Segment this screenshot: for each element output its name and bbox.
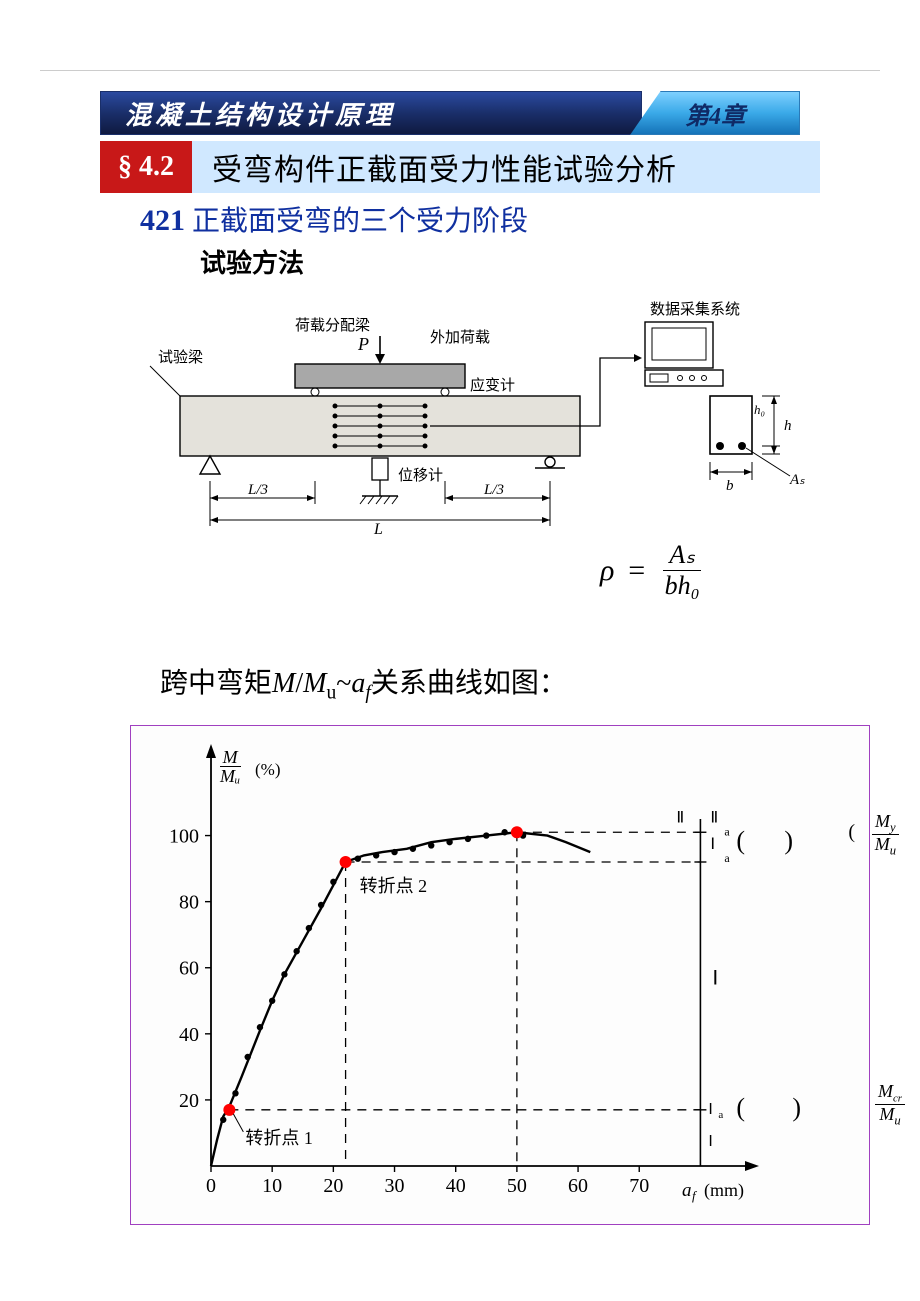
svg-text:20: 20 [323,1175,343,1197]
svg-text:(mm): (mm) [704,1180,744,1201]
svg-text:(: ( [736,1092,745,1121]
diagram1-title: 试验方法 [200,243,880,280]
svg-text:P: P [357,334,369,354]
svg-text:h₀: h₀ [754,402,765,417]
formula-lhs: ρ [600,554,614,588]
svg-text:转折点 2: 转折点 2 [360,876,428,896]
banner-right: 第4章 [630,91,800,135]
svg-text:100: 100 [169,825,199,847]
svg-text:荷载分配梁: 荷载分配梁 [295,317,370,334]
svg-text:0: 0 [206,1175,216,1197]
svg-text:Ⅱ: Ⅱ [676,809,684,826]
svg-text:20: 20 [179,1090,199,1112]
svg-text:a: a [724,851,730,865]
svg-text:70: 70 [629,1175,649,1197]
svg-text:60: 60 [568,1175,588,1197]
test-setup-diagram: 试验方法 [140,243,880,536]
subsection-heading: 421 正截面受弯的三个受力阶段 [140,199,880,239]
beam-test-svg: 荷载分配梁 外加荷载 P 试验梁 应变计 位移计 数据采集系统 L/3 L/3 … [140,286,850,536]
chart-caption: 跨中弯矩M/Mu~af关系曲线如图： [160,661,880,705]
svg-text:数据采集系统: 数据采集系统 [650,301,740,318]
chapter-banner: 混凝土结构设计原理 第4章 [100,91,800,135]
svg-text:a: a [718,1108,723,1120]
svg-text:30: 30 [385,1175,405,1197]
svg-text:a: a [682,1180,692,1201]
moment-deflection-chart: 01020304050607020406080100af(mm)转折点 1转折点… [130,725,870,1225]
section-bar: § 4.2 受弯构件正截面受力性能试验分析 [100,141,820,193]
formula-den: bh₀ [659,571,706,601]
svg-text:L/3: L/3 [483,482,504,498]
svg-text:应变计: 应变计 [470,376,515,394]
svg-text:50: 50 [507,1175,527,1197]
svg-text:a: a [724,824,730,838]
chart-svg: 01020304050607020406080100af(mm)转折点 1转折点… [131,726,871,1226]
svg-text:外加荷载: 外加荷载 [430,329,490,346]
section-title: 受弯构件正截面受力性能试验分析 [192,141,820,193]
formula-num: Aₛ [663,540,701,571]
svg-text:60: 60 [179,957,199,979]
svg-text:试验梁: 试验梁 [158,349,203,366]
svg-text:f: f [692,1188,698,1203]
svg-text:): ) [784,825,793,854]
svg-text:L/3: L/3 [247,482,268,498]
svg-text:转折点 1: 转折点 1 [245,1127,313,1147]
svg-text:(: ( [736,825,745,854]
svg-text:10: 10 [262,1175,282,1197]
svg-text:L: L [373,521,383,536]
svg-text:Ⅱ: Ⅱ [710,809,718,826]
svg-text:40: 40 [446,1175,466,1197]
subsection-number: 421 [140,204,185,237]
svg-text:Ⅰ: Ⅰ [712,967,718,989]
svg-text:40: 40 [179,1023,199,1045]
svg-text:80: 80 [179,891,199,913]
svg-text:Ⅰ: Ⅰ [708,1101,712,1117]
svg-text:位移计: 位移计 [398,467,443,484]
banner-left: 混凝土结构设计原理 [100,91,642,135]
svg-text:Ⅰ: Ⅰ [708,1134,712,1150]
section-number: § 4.2 [100,141,192,193]
svg-text:Aₛ: Aₛ [789,472,805,488]
svg-text:b: b [726,478,734,494]
svg-text:): ) [792,1092,801,1121]
subsection-text: 正截面受弯的三个受力阶段 [192,206,528,237]
svg-text:Ⅰ: Ⅰ [710,835,715,852]
svg-text:h: h [784,418,792,434]
rho-formula: ρ = Aₛ bh₀ [600,540,880,601]
